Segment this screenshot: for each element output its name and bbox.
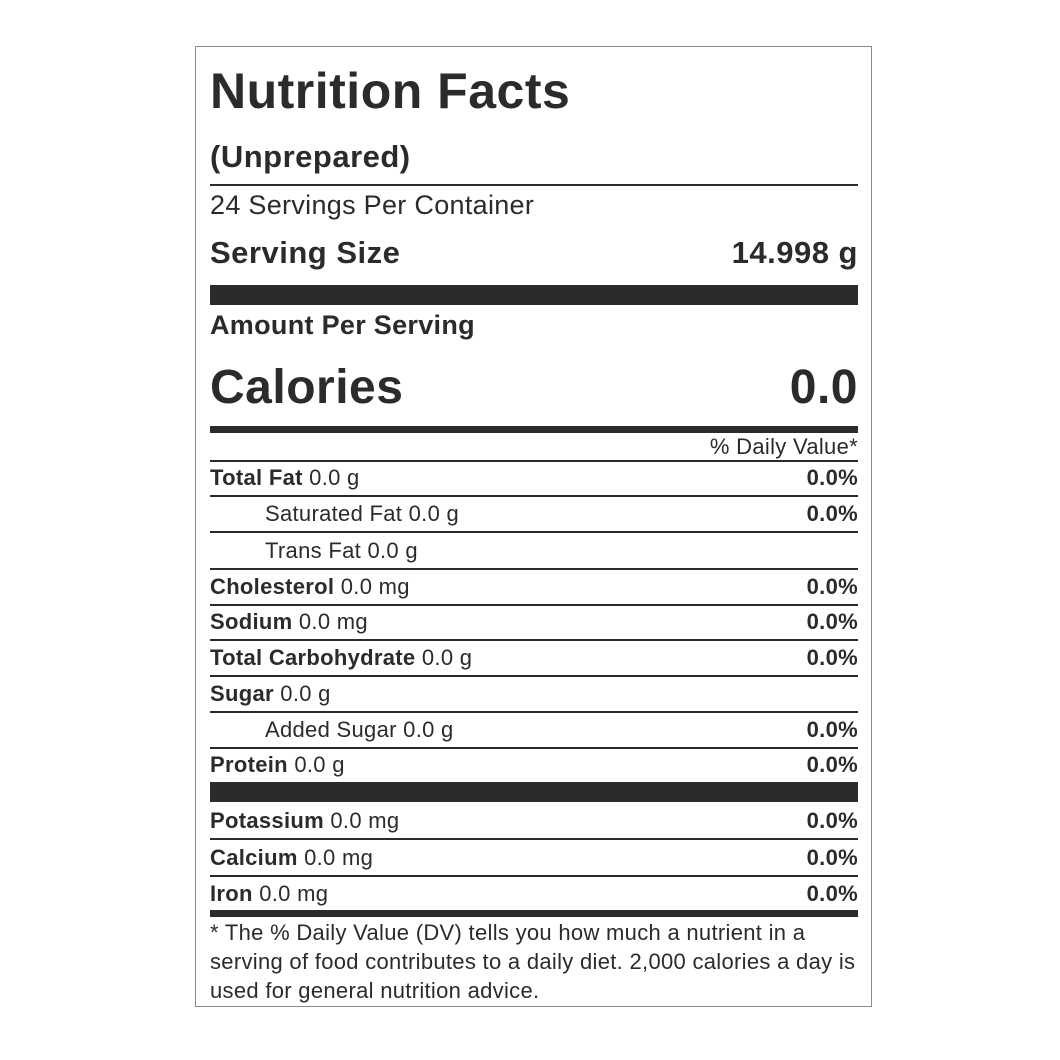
row-divider	[210, 568, 858, 570]
nutrient-daily-value: 0.0%	[806, 807, 858, 833]
nutrient-row: Trans Fat 0.0 g	[210, 533, 858, 568]
nutrient-name-amount: Iron 0.0 mg	[210, 881, 328, 907]
row-divider	[210, 531, 858, 533]
nutrient-daily-value: 0.0%	[806, 608, 858, 634]
nutrient-name-amount: Sugar 0.0 g	[210, 681, 331, 707]
nutrient-name: Calcium	[210, 844, 298, 870]
nutrient-name-amount: Protein 0.0 g	[210, 752, 345, 778]
thick-divider	[210, 285, 858, 305]
nutrient-daily-value: 0.0%	[806, 880, 858, 906]
serving-size-value: 14.998 g	[731, 235, 858, 270]
nutrient-row: Sodium 0.0 mg 0.0%	[210, 604, 858, 639]
nutrient-amount: 0.0 g	[280, 680, 331, 706]
thick-divider	[210, 782, 858, 802]
nutrient-name: Sodium	[210, 608, 293, 634]
nutrient-amount: 0.0 g	[294, 751, 345, 777]
nutrient-name: Iron	[210, 880, 253, 906]
nutrient-row: Cholesterol 0.0 mg 0.0%	[210, 569, 858, 604]
label-title: Nutrition Facts	[210, 63, 571, 119]
row-divider	[210, 711, 858, 713]
nutrient-name-amount: Calcium 0.0 mg	[210, 845, 373, 871]
nutrient-daily-value: 0.0%	[806, 844, 858, 870]
row-divider	[210, 460, 858, 462]
nutrient-name: Sugar	[210, 680, 274, 706]
nutrient-name: Total Fat	[210, 464, 303, 490]
nutrient-name-amount: Sodium 0.0 mg	[210, 609, 368, 635]
nutrition-facts-label: Nutrition Facts (Unprepared) 24 Servings…	[195, 46, 872, 1007]
nutrient-amount: 0.0 mg	[298, 608, 368, 634]
nutrient-amount: 0.0 mg	[259, 880, 329, 906]
nutrient-name: Cholesterol	[210, 573, 335, 599]
nutrient-daily-value: 0.0%	[806, 500, 858, 526]
nutrient-daily-value: 0.0%	[806, 644, 858, 670]
nutrient-row: Potassium 0.0 mg 0.0%	[210, 803, 858, 838]
nutrient-row: Protein 0.0 g 0.0%	[210, 747, 858, 782]
nutrient-row: Added Sugar 0.0 g 0.0%	[210, 712, 858, 747]
calories-row: Calories 0.0	[210, 355, 858, 419]
nutrient-row: Iron 0.0 mg 0.0%	[210, 876, 858, 911]
label-subtitle: (Unprepared)	[210, 139, 411, 174]
calories-label: Calories	[210, 360, 404, 414]
serving-size-row: Serving Size 14.998 g	[210, 233, 858, 273]
nutrient-name-amount: Cholesterol 0.0 mg	[210, 574, 410, 600]
nutrient-name-amount: Trans Fat 0.0 g	[210, 538, 418, 564]
nutrient-name: Trans Fat	[265, 537, 362, 563]
bottom-divider	[210, 910, 858, 917]
nutrient-name: Potassium	[210, 807, 324, 833]
nutrient-amount: 0.0 g	[403, 716, 454, 742]
nutrient-amount: 0.0 mg	[340, 573, 410, 599]
row-divider	[210, 495, 858, 497]
row-divider	[210, 838, 858, 840]
daily-value-footnote: * The % Daily Value (DV) tells you how m…	[210, 920, 856, 1003]
nutrient-row: Sugar 0.0 g	[210, 676, 858, 711]
nutrient-name: Protein	[210, 751, 288, 777]
nutrient-name-amount: Added Sugar 0.0 g	[210, 717, 454, 743]
servings-per-container: 24 Servings Per Container	[210, 190, 535, 220]
nutrient-row: Total Carbohydrate 0.0 g 0.0%	[210, 640, 858, 675]
nutrient-name: Saturated Fat	[265, 500, 403, 526]
nutrient-name-amount: Potassium 0.0 mg	[210, 808, 399, 834]
nutrient-amount: 0.0 mg	[330, 807, 400, 833]
nutrient-daily-value: 0.0%	[806, 751, 858, 777]
nutrient-name-amount: Saturated Fat 0.0 g	[210, 501, 459, 527]
label-content: Nutrition Facts (Unprepared) 24 Servings…	[210, 47, 858, 1006]
row-divider	[210, 747, 858, 749]
nutrient-daily-value: 0.0%	[806, 464, 858, 490]
calories-value: 0.0	[789, 360, 858, 414]
serving-size-label: Serving Size	[210, 235, 401, 270]
nutrient-name: Total Carbohydrate	[210, 644, 416, 670]
nutrient-row: Saturated Fat 0.0 g 0.0%	[210, 496, 858, 531]
nutrient-amount: 0.0 g	[367, 537, 418, 563]
nutrient-amount: 0.0 mg	[304, 844, 374, 870]
daily-value-header: % Daily Value*	[709, 434, 858, 459]
nutrient-amount: 0.0 g	[421, 644, 473, 670]
amount-per-serving: Amount Per Serving	[210, 310, 475, 340]
nutrient-row: Total Fat 0.0 g 0.0%	[210, 460, 858, 495]
nutrient-amount: 0.0 g	[408, 500, 460, 526]
row-divider	[210, 639, 858, 641]
nutrient-daily-value: 0.0%	[806, 716, 858, 742]
nutrient-name-amount: Total Carbohydrate 0.0 g	[210, 645, 472, 671]
medium-divider	[210, 426, 858, 433]
nutrient-name-amount: Total Fat 0.0 g	[210, 465, 360, 491]
thin-divider	[210, 184, 858, 186]
row-divider	[210, 875, 858, 877]
nutrient-amount: 0.0 g	[309, 464, 360, 490]
nutrient-daily-value: 0.0%	[806, 573, 858, 599]
row-divider	[210, 604, 858, 606]
nutrient-row: Calcium 0.0 mg 0.0%	[210, 840, 858, 875]
row-divider	[210, 675, 858, 677]
nutrient-name: Added Sugar	[265, 716, 397, 742]
